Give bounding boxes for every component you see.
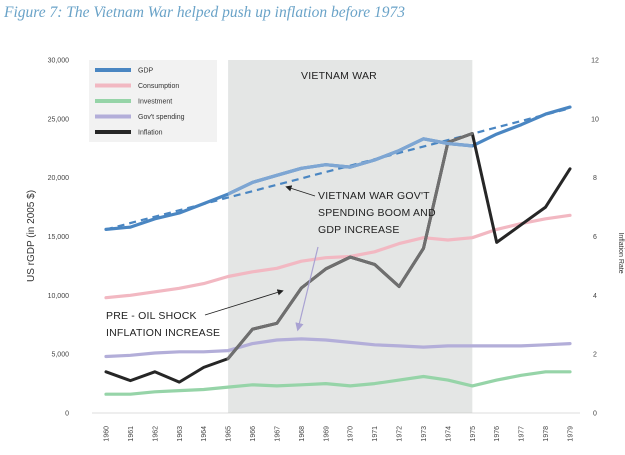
- y-tick-label: 25,000: [48, 116, 70, 123]
- shaded-region-vietnam-war: [228, 60, 473, 413]
- x-tick-label: 1966: [250, 426, 257, 442]
- y-tick-label: 15,000: [48, 234, 70, 241]
- y-tick-label: 5,000: [51, 352, 69, 359]
- y2-tick-label: 10: [591, 116, 599, 123]
- annotation-text-gdp-boom: VIETNAM WAR GOV'T: [318, 190, 430, 202]
- x-tick-label: 1973: [421, 426, 428, 442]
- y-tick-label: 0: [65, 411, 69, 418]
- x-tick-label: 1968: [299, 426, 306, 442]
- annotation-text-inflation: PRE - OIL SHOCK: [106, 310, 197, 322]
- x-tick-label: 1974: [445, 426, 452, 442]
- arrow-to-gdp: [285, 185, 316, 197]
- x-tick-label: 1970: [348, 426, 355, 442]
- y2-tick-label: 2: [593, 352, 597, 359]
- legend-label: Gov't spending: [138, 114, 185, 121]
- x-tick-label: 1976: [494, 426, 501, 442]
- y-axis-label: US rGDP (in 2005 $): [26, 190, 37, 282]
- legend-label: Investment: [138, 99, 172, 106]
- legend-label: Inflation: [138, 130, 163, 137]
- x-tick-label: 1961: [128, 426, 135, 442]
- x-tick-label: 1967: [274, 426, 281, 442]
- x-tick-label: 1979: [568, 426, 575, 442]
- x-tick-label: 1960: [104, 426, 111, 442]
- legend-label: GDP: [138, 68, 154, 75]
- inflation-war-highlight: [226, 132, 474, 361]
- shaded-region-label: VIETNAM WAR: [301, 70, 377, 82]
- x-tick-label: 1963: [177, 426, 184, 442]
- arrow-to-inflation: [204, 289, 284, 316]
- x-tick-label: 1977: [519, 426, 526, 442]
- y2-tick-label: 8: [593, 175, 597, 182]
- annotation-text-inflation: INFLATION INCREASE: [106, 327, 220, 339]
- series-line-gov-t-spending: [104, 337, 572, 359]
- annotation-text-gdp-boom: GDP INCREASE: [318, 224, 400, 236]
- x-tick-label: 1962: [152, 426, 159, 442]
- x-tick-label: 1975: [470, 426, 477, 442]
- y2-axis-label: Inflation Rate: [617, 232, 624, 273]
- gdp-war-highlight: [227, 137, 473, 196]
- arrow-to-govt-spending: [295, 246, 319, 332]
- annotation-text-gdp-boom: SPENDING BOOM AND: [318, 207, 436, 219]
- y-tick-label: 30,000: [48, 58, 70, 65]
- y-tick-label: 10,000: [48, 293, 70, 300]
- y2-tick-label: 6: [593, 234, 597, 241]
- y2-tick-label: 0: [593, 411, 597, 418]
- gdp-trend-line: [105, 107, 571, 231]
- series-line-investment: [104, 370, 572, 396]
- legend-label: Consumption: [138, 83, 179, 90]
- x-tick-label: 1965: [226, 426, 233, 442]
- y2-tick-label: 12: [591, 58, 599, 65]
- x-tick-label: 1972: [397, 426, 404, 442]
- y-tick-label: 20,000: [48, 175, 70, 182]
- x-tick-label: 1971: [372, 426, 379, 442]
- figure-title: Figure 7: The Vietnam War helped push up…: [4, 4, 405, 21]
- x-tick-label: 1969: [323, 426, 330, 442]
- x-tick-label: 1978: [543, 426, 550, 442]
- x-tick-label: 1964: [201, 426, 208, 442]
- y2-tick-label: 4: [593, 293, 597, 300]
